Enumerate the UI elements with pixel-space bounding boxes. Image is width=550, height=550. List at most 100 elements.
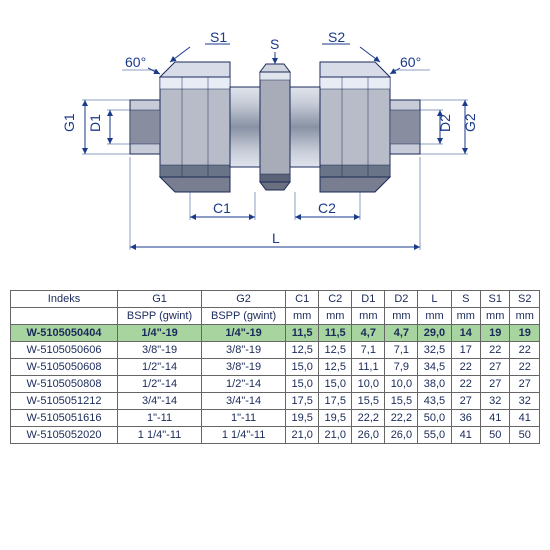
col-subheader: mm: [385, 308, 418, 325]
table-cell: 17,5: [319, 393, 352, 410]
label-d1: D1: [87, 114, 103, 132]
table-cell: W-5105050404: [11, 325, 118, 342]
col-header: D1: [352, 291, 385, 308]
center-body: [230, 64, 320, 190]
table-cell: 15,0: [286, 359, 319, 376]
table-cell: 3/4"-14: [118, 393, 202, 410]
col-subheader: BSPP (gwint): [202, 308, 286, 325]
table-cell: 26,0: [385, 427, 418, 444]
table-cell: 41: [480, 410, 509, 427]
table-cell: 41: [451, 427, 480, 444]
table-cell: 15,5: [385, 393, 418, 410]
table-cell: 10,0: [385, 376, 418, 393]
table-cell: 29,0: [418, 325, 451, 342]
table-cell: 50: [510, 427, 540, 444]
label-s: S: [270, 36, 279, 52]
col-subheader: BSPP (gwint): [118, 308, 202, 325]
table-cell: W-5105050808: [11, 376, 118, 393]
table-cell: 27: [480, 376, 509, 393]
table-cell: 19: [480, 325, 509, 342]
table-cell: 27: [451, 393, 480, 410]
table-cell: W-5105052020: [11, 427, 118, 444]
table-cell: 22: [510, 359, 540, 376]
table-cell: 15,0: [319, 376, 352, 393]
table-cell: 27: [510, 376, 540, 393]
table-row: W-51050506063/8"-193/8"-1912,512,57,17,1…: [11, 342, 540, 359]
spec-table-container: IndeksG1G2C1C2D1D2LSS1S2 BSPP (gwint)BSP…: [10, 290, 540, 444]
table-cell: 41: [510, 410, 540, 427]
table-cell: 32,5: [418, 342, 451, 359]
table-cell: 22,2: [352, 410, 385, 427]
table-row: W-51050520201 1/4"-111 1/4"-1121,021,026…: [11, 427, 540, 444]
table-cell: 11,5: [319, 325, 352, 342]
table-cell: 3/8"-19: [202, 359, 286, 376]
table-cell: 22: [451, 359, 480, 376]
table-cell: 1/4"-19: [202, 325, 286, 342]
label-c1: C1: [213, 200, 231, 216]
table-cell: 21,0: [286, 427, 319, 444]
table-cell: 21,0: [319, 427, 352, 444]
table-cell: 12,5: [286, 342, 319, 359]
table-row: W-51050508081/2"-141/2"-1415,015,010,010…: [11, 376, 540, 393]
col-header: S: [451, 291, 480, 308]
table-cell: 27: [480, 359, 509, 376]
col-header: Indeks: [11, 291, 118, 308]
table-row: W-51050516161"-111"-1119,519,522,222,250…: [11, 410, 540, 427]
table-cell: 1"-11: [202, 410, 286, 427]
label-l: L: [272, 230, 280, 246]
col-subheader: mm: [418, 308, 451, 325]
table-cell: 34,5: [418, 359, 451, 376]
table-cell: 12,5: [319, 359, 352, 376]
table-header-row: IndeksG1G2C1C2D1D2LSS1S2: [11, 291, 540, 308]
table-cell: 32: [480, 393, 509, 410]
table-cell: 19,5: [286, 410, 319, 427]
table-cell: 1"-11: [118, 410, 202, 427]
label-s2: S2: [328, 29, 345, 45]
col-subheader: mm: [451, 308, 480, 325]
table-cell: 15,0: [286, 376, 319, 393]
table-cell: 22,2: [385, 410, 418, 427]
table-row: W-51050512123/4"-143/4"-1417,517,515,515…: [11, 393, 540, 410]
col-subheader: mm: [510, 308, 540, 325]
table-cell: 50: [480, 427, 509, 444]
col-header: C1: [286, 291, 319, 308]
col-header: S1: [480, 291, 509, 308]
label-g2: G2: [462, 113, 478, 132]
col-header: G2: [202, 291, 286, 308]
table-cell: 4,7: [352, 325, 385, 342]
label-g1: G1: [61, 113, 77, 132]
label-d2: D2: [437, 114, 453, 132]
right-bore: [390, 100, 420, 154]
table-cell: W-5105050608: [11, 359, 118, 376]
table-cell: 3/4"-14: [202, 393, 286, 410]
table-row: W-51050504041/4"-191/4"-1911,511,54,74,7…: [11, 325, 540, 342]
table-cell: 3/8"-19: [118, 342, 202, 359]
table-cell: 22: [451, 376, 480, 393]
table-cell: 1/2"-14: [118, 359, 202, 376]
table-cell: 55,0: [418, 427, 451, 444]
left-bore: [130, 100, 160, 154]
table-cell: 22: [510, 342, 540, 359]
table-cell: 7,1: [385, 342, 418, 359]
table-cell: 14: [451, 325, 480, 342]
table-cell: 7,1: [352, 342, 385, 359]
table-cell: 43,5: [418, 393, 451, 410]
table-cell: W-5105051212: [11, 393, 118, 410]
table-cell: 50,0: [418, 410, 451, 427]
col-subheader: [11, 308, 118, 325]
col-header: G1: [118, 291, 202, 308]
table-cell: 1/2"-14: [202, 376, 286, 393]
table-cell: 19: [510, 325, 540, 342]
table-cell: 7,9: [385, 359, 418, 376]
table-cell: 1 1/4"-11: [118, 427, 202, 444]
fitting-diagram: S1 S2 S 60° 60°: [30, 22, 520, 267]
table-cell: 38,0: [418, 376, 451, 393]
col-subheader: mm: [352, 308, 385, 325]
table-cell: 17,5: [286, 393, 319, 410]
table-subheader-row: BSPP (gwint)BSPP (gwint)mmmmmmmmmmmmmmmm: [11, 308, 540, 325]
table-cell: 11,5: [286, 325, 319, 342]
col-subheader: mm: [319, 308, 352, 325]
col-subheader: mm: [480, 308, 509, 325]
col-header: D2: [385, 291, 418, 308]
table-cell: W-5105050606: [11, 342, 118, 359]
